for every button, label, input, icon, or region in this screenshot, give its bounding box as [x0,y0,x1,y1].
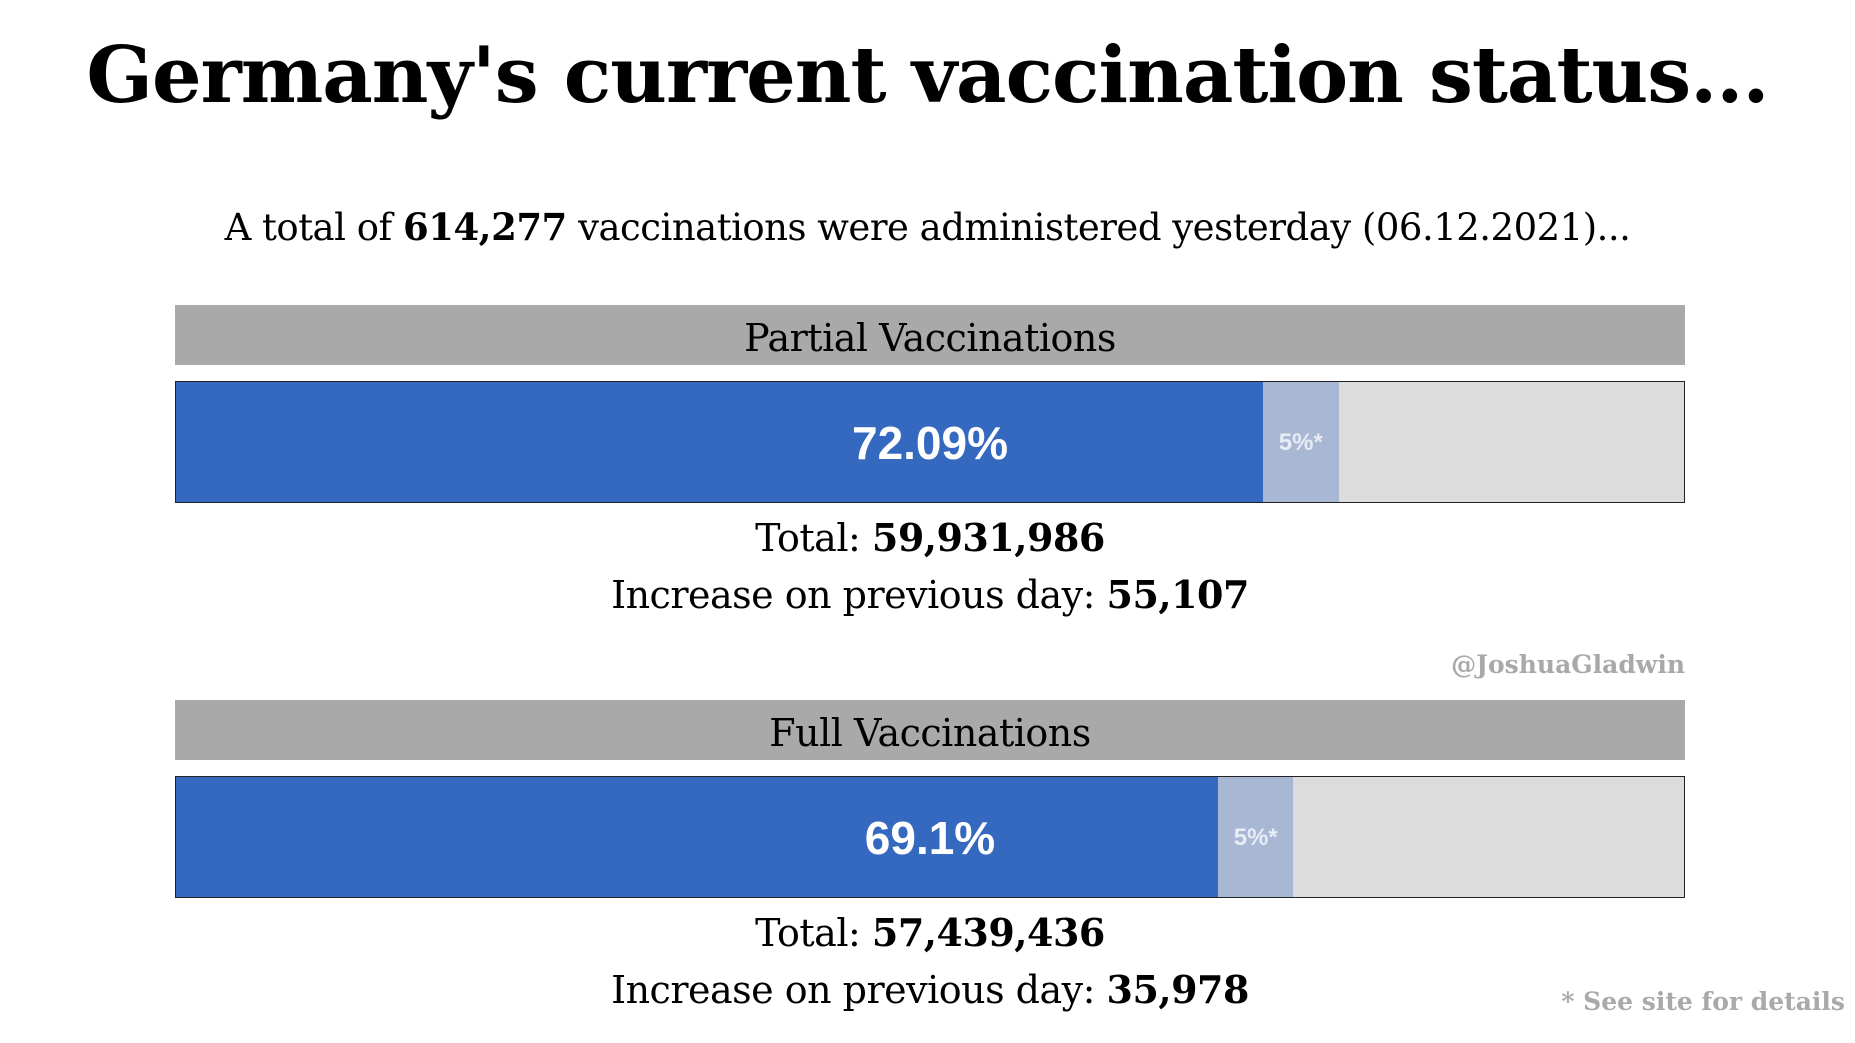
summary-prefix: A total of [224,206,403,249]
partial-vaccinations-buffer [1263,382,1339,502]
increase-value: 35,978 [1106,967,1250,1012]
total-value: 57,439,436 [871,910,1105,955]
full-vaccinations-increase: Increase on previous day: 35,978 [175,967,1685,1012]
full-vaccinations-total: Total: 57,439,436 [175,910,1685,955]
full-vaccinations-section: Full Vaccinations 69.1% 5%* Total: 57,43… [175,700,1685,1012]
daily-total-value: 614,277 [402,205,567,249]
full-vaccinations-header: Full Vaccinations [175,700,1685,760]
full-vaccinations-fill [176,777,1219,897]
author-credit: @JoshuaGladwin [1451,650,1685,679]
footnote: * See site for details [1561,987,1845,1016]
partial-vaccinations-total: Total: 59,931,986 [175,515,1685,560]
partial-vaccinations-bar: 72.09% 5%* [175,381,1685,503]
partial-vaccinations-buffer-label: 5%* [1278,429,1323,456]
partial-vaccinations-section: Partial Vaccinations 72.09% 5%* Total: 5… [175,305,1685,617]
page-title: Germany's current vaccination status... [86,30,1769,121]
total-label: Total: [755,516,872,560]
full-vaccinations-buffer [1218,777,1294,897]
full-vaccinations-bar: 69.1% 5%* [175,776,1685,898]
summary-suffix: vaccinations were administered yesterday… [566,206,1631,249]
increase-label: Increase on previous day: [611,573,1107,617]
partial-vaccinations-increase: Increase on previous day: 55,107 [175,572,1685,617]
partial-vaccinations-percent-label: 72.09% [851,417,1008,469]
daily-total-summary: A total of 614,277 vaccinations were adm… [0,205,1855,249]
total-value: 59,931,986 [871,515,1105,560]
partial-vaccinations-header: Partial Vaccinations [175,305,1685,365]
full-vaccinations-percent-label: 69.1% [864,812,996,864]
full-vaccinations-buffer-label: 5%* [1233,824,1278,851]
partial-vaccinations-fill [176,382,1264,502]
increase-value: 55,107 [1106,572,1250,617]
increase-label: Increase on previous day: [611,968,1107,1012]
total-label: Total: [755,911,872,955]
